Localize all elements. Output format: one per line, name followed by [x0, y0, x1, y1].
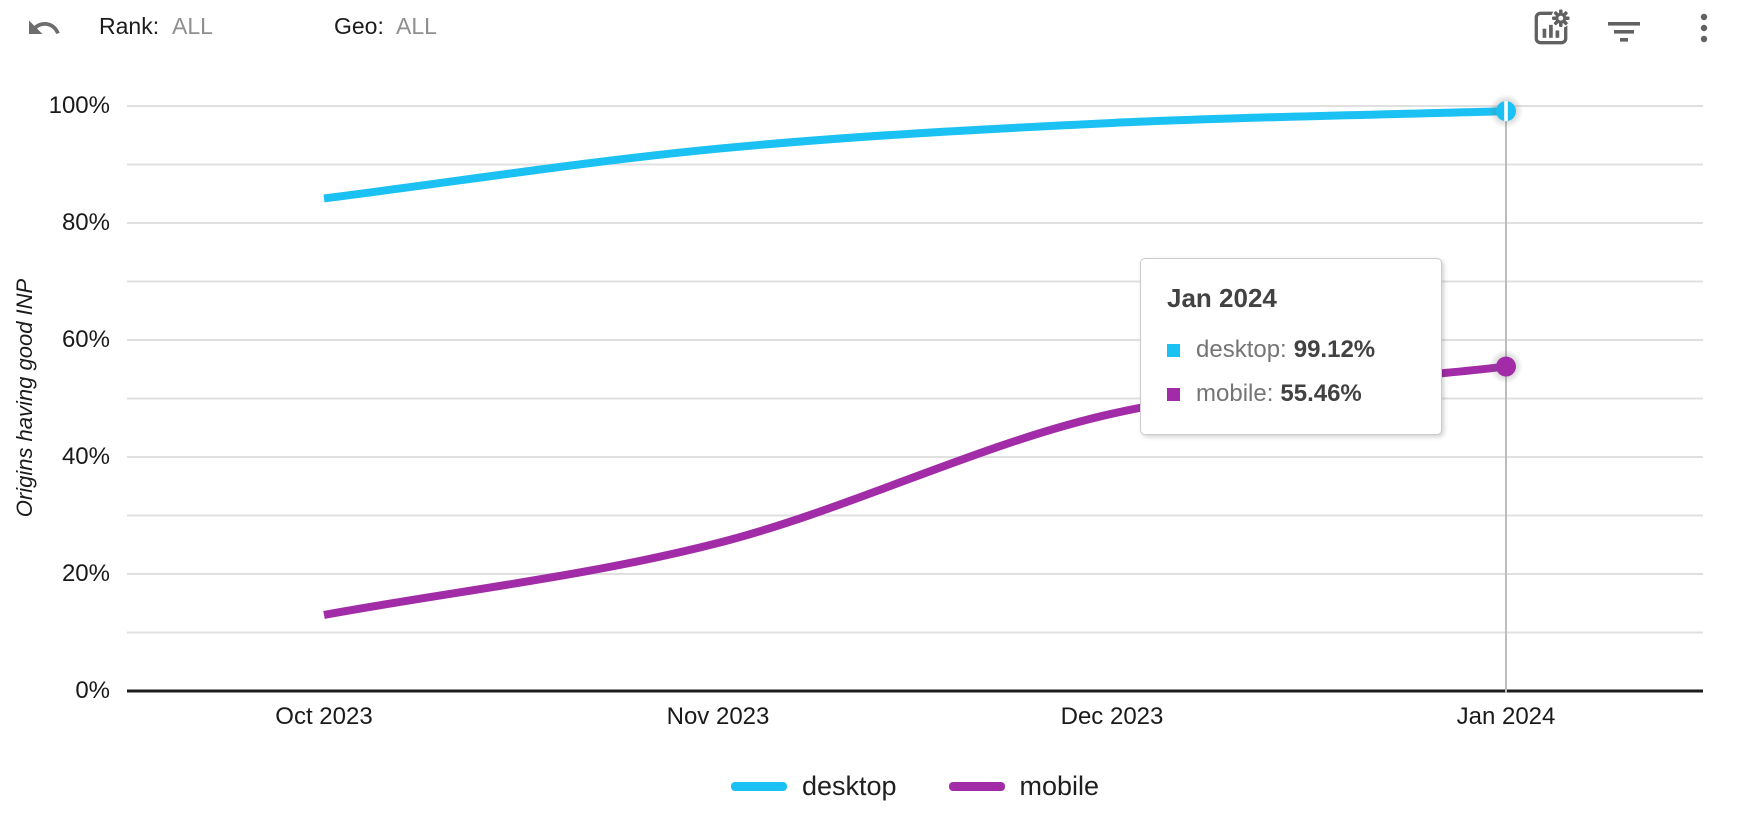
more-options-button[interactable] — [1688, 8, 1720, 48]
x-tick-label: Nov 2023 — [666, 703, 770, 730]
data-point-mobile[interactable] — [1496, 356, 1516, 377]
legend-item-mobile: mobile — [948, 770, 1100, 802]
series-line-desktop[interactable] — [323, 107, 1507, 203]
tooltip-series-swatch — [1167, 343, 1180, 357]
chart-legend: desktop mobile — [127, 768, 1703, 804]
legend-swatch — [730, 781, 787, 791]
legend-label: desktop — [801, 770, 897, 801]
undo-button[interactable] — [25, 10, 63, 46]
chart-tooltip: Jan 2024 desktop: 99.12% mobile: 55.46% — [1140, 258, 1442, 435]
y-axis-title: Origins having good INP — [12, 278, 37, 518]
geo-filter-value[interactable]: ALL — [396, 13, 437, 39]
rank-filter-value[interactable]: ALL — [172, 13, 213, 39]
y-tick-label: 20% — [61, 560, 110, 587]
filter-icon — [1604, 22, 1644, 51]
tooltip-series-swatch — [1167, 387, 1180, 401]
x-tick-label: Dec 2023 — [1060, 703, 1164, 730]
rank-filter-label: Rank: — [99, 13, 160, 39]
geo-filter-label: Geo: — [334, 13, 384, 39]
y-tick-label: 40% — [61, 443, 110, 470]
tooltip-series-value: 99.12% — [1293, 336, 1376, 363]
point-stripe — [1504, 101, 1508, 122]
x-tick-label: Oct 2023 — [275, 703, 373, 730]
chart-settings-button[interactable] — [1530, 6, 1572, 50]
y-tick-label: 60% — [61, 326, 110, 353]
tooltip-row: desktop: 99.12% — [1167, 336, 1415, 364]
inp-line-chart[interactable]: Origins having good INP 0% 20% 40% 60% 80% 10… — [0, 56, 1752, 826]
y-tick-label: 0% — [75, 677, 110, 704]
tooltip-row: mobile: 55.46% — [1167, 380, 1415, 408]
legend-label: mobile — [1019, 770, 1100, 801]
x-tick-label: Jan 2024 — [1456, 703, 1556, 730]
toolbar: Rank: ALL Geo: ALL — [0, 0, 1752, 56]
y-tick-label: 80% — [61, 209, 110, 236]
chart-canvas[interactable] — [0, 56, 1752, 826]
tooltip-title: Jan 2024 — [1167, 283, 1277, 313]
legend-swatch — [948, 781, 1005, 791]
y-tick-label: 100% — [48, 92, 110, 119]
tooltip-series-label: mobile: — [1196, 380, 1274, 407]
undo-icon — [25, 20, 63, 49]
tooltip-series-value: 55.46% — [1280, 380, 1362, 407]
tooltip-series-label: desktop: — [1196, 336, 1287, 363]
legend-item-desktop: desktop — [730, 770, 897, 802]
chart-settings-icon — [1530, 8, 1572, 53]
filter-button[interactable] — [1604, 8, 1644, 48]
kebab-menu-icon — [1688, 13, 1720, 51]
